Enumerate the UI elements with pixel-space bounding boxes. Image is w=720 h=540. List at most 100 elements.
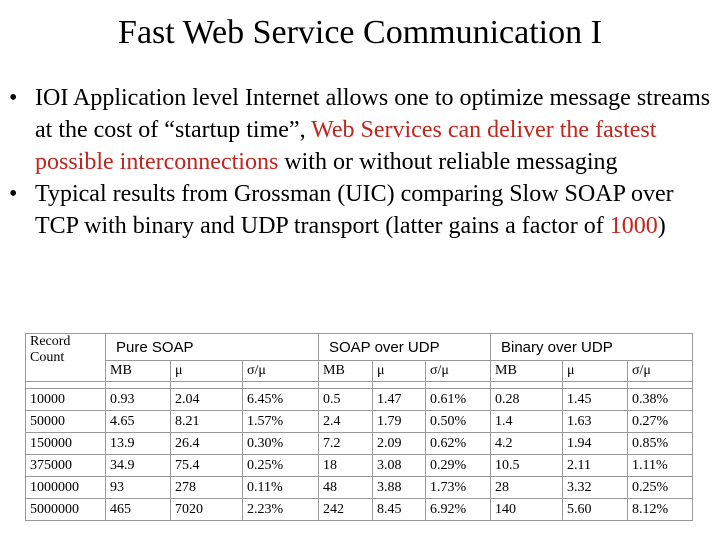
subheader: MB	[318, 360, 373, 382]
data-cell: 1.63	[562, 410, 628, 433]
data-cell: 1.79	[372, 410, 426, 433]
data-cell: 8.12%	[627, 498, 693, 521]
data-cell: 1.4	[490, 410, 563, 433]
data-cell: 48	[318, 476, 373, 499]
data-cell: 1000000	[25, 476, 106, 499]
data-cell: 0.85%	[627, 432, 693, 455]
data-cell: 0.25%	[627, 476, 693, 499]
data-row: 5000000 465 7020 2.23% 242 8.45 6.92% 140 5.60 8.…	[25, 498, 693, 521]
gap-cell	[490, 381, 563, 389]
gap-cell	[242, 381, 319, 389]
subheader: σ/μ	[242, 360, 319, 382]
data-cell: 0.30%	[242, 432, 319, 455]
data-cell: 5.60	[562, 498, 628, 521]
gap-cell	[318, 381, 373, 389]
subheader: σ/μ	[627, 360, 693, 382]
data-row: 1000000 93 278 0.11% 48 3.88 1.73% 28 3.32 0.25%	[25, 476, 693, 499]
data-cell: 1.94	[562, 432, 628, 455]
results-table: Record Count Pure SOAP SOAP over UDP Binary…	[25, 333, 693, 521]
gap-cell	[105, 381, 171, 389]
data-cell: 28	[490, 476, 563, 499]
slide-title: Fast Web Service Communication I	[118, 14, 602, 51]
data-cell: 0.38%	[627, 388, 693, 411]
data-cell: 5000000	[25, 498, 106, 521]
gap-cell	[25, 381, 106, 389]
subheader: μ	[562, 360, 628, 382]
data-cell: 140	[490, 498, 563, 521]
subheader: MB	[490, 360, 563, 382]
subheader: σ/μ	[425, 360, 491, 382]
bullet-text: IOI Application level Internet allows on…	[35, 85, 711, 143]
data-cell: 2.4	[318, 410, 373, 433]
data-cell: 26.4	[170, 432, 243, 455]
subheader: MB	[105, 360, 171, 382]
data-cell: 242	[318, 498, 373, 521]
data-cell: 0.28	[490, 388, 563, 411]
data-cell: 18	[318, 454, 373, 477]
bullet-text: 1000	[609, 213, 658, 239]
data-cell: 4.65	[105, 410, 171, 433]
group-header: Pure SOAP	[105, 333, 319, 361]
data-row: 150000 13.9 26.4 0.30% 7.2 2.09 0.62% 4.2 1.94 0.…	[25, 432, 693, 455]
bullet-text: with or without reliable messaging	[278, 149, 618, 175]
gap-cell	[170, 381, 243, 389]
gap-cell	[425, 381, 491, 389]
data-cell: 375000	[25, 454, 106, 477]
data-cell: 0.11%	[242, 476, 319, 499]
bullet-text: )	[657, 213, 666, 239]
data-cell: 3.08	[372, 454, 426, 477]
data-cell: 2.04	[170, 388, 243, 411]
data-cell: 7.2	[318, 432, 373, 455]
data-cell: 7020	[170, 498, 243, 521]
data-cell: 0.27%	[627, 410, 693, 433]
data-cell: 75.4	[170, 454, 243, 477]
subheader: μ	[170, 360, 243, 382]
data-cell: 10000	[25, 388, 106, 411]
data-cell: 8.21	[170, 410, 243, 433]
data-cell: 150000	[25, 432, 106, 455]
gap-row	[25, 381, 693, 389]
data-cell: 4.2	[490, 432, 563, 455]
group-header: Binary over UDP	[490, 333, 693, 361]
group-header: SOAP over UDP	[318, 333, 491, 361]
data-cell: 0.61%	[425, 388, 491, 411]
data-cell: 8.45	[372, 498, 426, 521]
data-cell: 1.47	[372, 388, 426, 411]
data-row: 375000 34.9 75.4 0.25% 18 3.08 0.29% 10.5 2.11 1.…	[25, 454, 693, 477]
corner-cell: Record Count	[25, 333, 106, 382]
data-row: 50000 4.65 8.21 1.57% 2.4 1.79 0.50% 1.4 1.63 0.2…	[25, 410, 693, 433]
data-cell: 10.5	[490, 454, 563, 477]
data-cell: 0.25%	[242, 454, 319, 477]
data-cell: 0.62%	[425, 432, 491, 455]
data-cell: 1.73%	[425, 476, 491, 499]
data-cell: 2.11	[562, 454, 628, 477]
data-cell: 1.57%	[242, 410, 319, 433]
subheader: μ	[372, 360, 426, 382]
data-row: 10000 0.93 2.04 6.45% 0.5 1.47 0.61% 0.28 1.45 0.…	[25, 388, 693, 411]
gap-cell	[372, 381, 426, 389]
bullet-item: IOI Application level Internet allows on…	[0, 82, 712, 178]
subheader-row: MB μ σ/μ MB μ σ/μ MB μ σ/μ	[26, 360, 693, 382]
bullet-text: Web Services can deliver the fastest pos…	[35, 117, 657, 175]
data-cell: 465	[105, 498, 171, 521]
gap-cell	[562, 381, 628, 389]
data-cell: 278	[170, 476, 243, 499]
data-cell: 3.32	[562, 476, 628, 499]
data-cell: 3.88	[372, 476, 426, 499]
data-cell: 0.50%	[425, 410, 491, 433]
data-cell: 34.9	[105, 454, 171, 477]
gap-cell	[627, 381, 693, 389]
data-cell: 2.09	[372, 432, 426, 455]
data-cell: 50000	[25, 410, 106, 433]
data-cell: 93	[105, 476, 171, 499]
bullet-list: IOI Application level Internet allows on…	[0, 82, 712, 242]
data-cell: 0.5	[318, 388, 373, 411]
group-row: Record Count Pure SOAP SOAP over UDP Binary…	[25, 333, 693, 382]
data-cell: 6.45%	[242, 388, 319, 411]
bullet-text: Typical results from Grossman (UIC) comp…	[35, 181, 674, 239]
data-cell: 13.9	[105, 432, 171, 455]
bullet-item: Typical results from Grossman (UIC) comp…	[0, 178, 712, 242]
data-cell: 6.92%	[425, 498, 491, 521]
data-cell: 0.29%	[425, 454, 491, 477]
